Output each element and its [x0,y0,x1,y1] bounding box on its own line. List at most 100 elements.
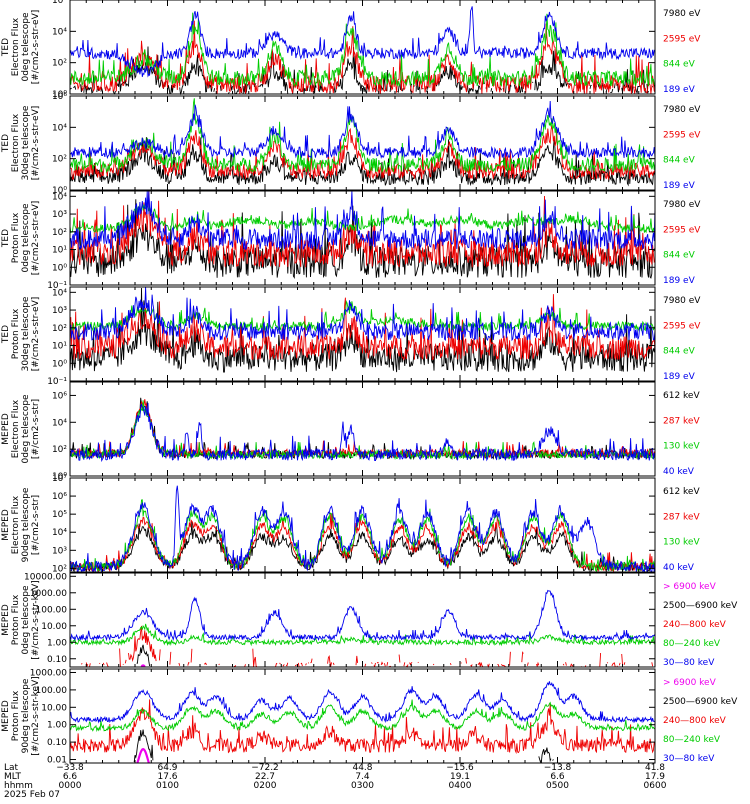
panel-6: 10² 10³ 10⁴ 10⁵ 10⁶ 10⁷ MEPEDElectron Flux90de… [1,474,700,574]
y-tick-label: 10000.00 [24,572,67,582]
y-tick-label: 10³ [52,210,67,220]
y-axis-label-line: [#/cm2-s-str-eV] [31,297,41,372]
x-tick-lat: −72.2 [251,763,279,773]
y-tick-label: 10⁶ [52,391,67,401]
y-tick-label: 10⁶ [52,492,67,502]
y-tick-label: 1.00 [47,721,67,731]
y-tick-label: 100.00 [36,605,68,615]
y-tick-label: 10⁴ [52,192,67,202]
y-axis-label: MEPEDElectron Flux0deg telescope[#/cm2-s… [1,394,41,464]
legend-entry: > 6900 keV [663,678,717,688]
series-8-2 [134,730,581,763]
series-3-3 [69,203,656,234]
y-tick-label: 10⁴ [52,418,67,428]
x-tick-mlt: 17.9 [645,772,665,782]
y-axis-label-line: MEPED [1,604,11,636]
legend-entry: 2595 eV [663,321,701,331]
series-3-2 [69,190,656,268]
panel-2: 10⁰ 10² 10⁴ 10⁶ TEDElectron Flux30deg telesc… [1,92,701,196]
legend-entry: 7980 eV [663,105,701,115]
y-tick-label: 10⁴ [52,123,67,133]
y-tick-label: 10¹ [52,246,67,256]
x-row-label: MLT [4,772,22,782]
y-axis-label: TEDElectron Flux30deg telescope[#/cm2-s-… [1,105,41,180]
y-tick-label: 10¹ [52,342,67,352]
panel-8: 0.010.101.0010.00100.001000.00MEPEDProto… [1,668,738,765]
legend-entry: 7980 eV [663,200,701,210]
y-tick-label: 10⁴ [52,27,67,37]
y-tick-label: 10² [52,324,67,334]
y-axis-label-line: [#/cm2-s-str-eV] [31,201,41,276]
legend-entry: 2500—6900 keV [663,601,738,611]
legend-entry: > 6900 keV [663,582,717,592]
series-8-1 [136,747,150,764]
y-axis-label-line: [#/cm2-s-str-eV] [31,10,41,85]
panel-3: 10⁻¹ 10⁰ 10¹ 10² 10³ 10⁴ TEDProton Flux0deg te… [1,190,701,291]
y-axis-label: MEPEDProton Flux90deg telescope[#/cm2-s-… [1,676,41,755]
y-axis-label: TEDElectron Flux0deg telescope[#/cm2-s-s… [1,10,41,85]
panel-frame [69,572,656,668]
legend-entry: 80—240 keV [663,735,721,745]
y-axis-label-line: TED [1,229,11,248]
legend-entry: 2595 eV [663,225,701,235]
y-tick-label: 0.10 [47,655,67,665]
y-axis-label-line: 0deg telescope [21,203,31,273]
y-tick-label: 10⁴ [52,288,67,298]
x-row-label: hhmm [4,781,33,791]
y-axis-label-line: TED [1,325,11,344]
y-tick-label: 10⁰ [52,472,67,482]
x-row-label: Lat [4,763,19,773]
legend-entry: 40 keV [663,563,695,573]
x-tick-hhmm: 0400 [449,781,472,791]
y-axis-label: TEDProton Flux30deg telescope[#/cm2-s-st… [1,296,41,371]
y-tick-label: 10² [52,228,67,238]
x-tick-hhmm: 0100 [156,781,179,791]
series-7-3 [81,625,654,669]
legend-entry: 30—80 keV [663,754,715,764]
y-axis-label-line: TED [1,38,11,57]
legend-entry: 844 eV [663,156,696,166]
legend-entry: 612 keV [663,487,700,497]
legend-entry: 40 keV [663,467,695,477]
legend-entry: 130 keV [663,538,700,548]
y-tick-label: 10⁶ [52,0,67,6]
legend-entry: 7980 eV [663,9,701,19]
series-5-3 [69,400,656,461]
panel-4: 10⁻¹ 10⁰ 10¹ 10² 10³ 10⁴ TEDProton Flux30deg t… [1,286,701,387]
series-4-1 [69,287,656,373]
series-2-4 [69,100,656,160]
y-axis-label-line: [#/cm2-s-str] [31,495,41,555]
y-axis-label-line: 90deg telescope [21,487,31,562]
x-tick-mlt: 6.6 [550,772,565,782]
legend-entry: 7980 eV [663,296,701,306]
y-axis-label-line: Proton Flux [11,308,21,359]
y-tick-label: 10³ [52,306,67,316]
y-axis-label-line: [#/cm2-s-str] [31,399,41,459]
series-2-2 [69,125,656,181]
panel-5: 10⁰ 10² 10⁴ 10⁶ MEPEDElectron Flux0deg teles… [1,381,700,482]
y-axis-label-line: 30deg telescope [21,296,31,371]
x-tick-mlt: 22.7 [255,772,275,782]
y-axis-label-line: 90deg telescope [21,678,31,753]
y-tick-label: 10.00 [41,622,67,632]
y-axis-label-line: Proton Flux [11,690,21,741]
series-8-4 [69,699,656,733]
x-tick-lat: −33.8 [56,763,84,773]
legend-entry: 287 keV [663,512,700,522]
y-tick-label: 10⁰ [52,186,67,196]
y-tick-label: 0.10 [47,738,67,748]
y-tick-label: 100.00 [36,686,68,696]
series-4-2 [69,294,656,361]
y-axis-label-line: 0deg telescope [21,585,31,655]
series-7-4 [69,623,656,647]
series-7-5 [69,589,656,642]
legend-entry: 612 keV [663,391,700,401]
y-tick-label: 10³ [52,546,67,556]
y-tick-label: 10² [52,155,67,165]
y-axis-label-line: Proton Flux [11,212,21,263]
panel-1: 10⁰ 10² 10⁴ 10⁶ TEDElectron Flux0deg telesco… [1,0,701,100]
y-axis-label: MEPEDProton Flux0deg telescope[#/cm2-s-s… [1,580,41,659]
